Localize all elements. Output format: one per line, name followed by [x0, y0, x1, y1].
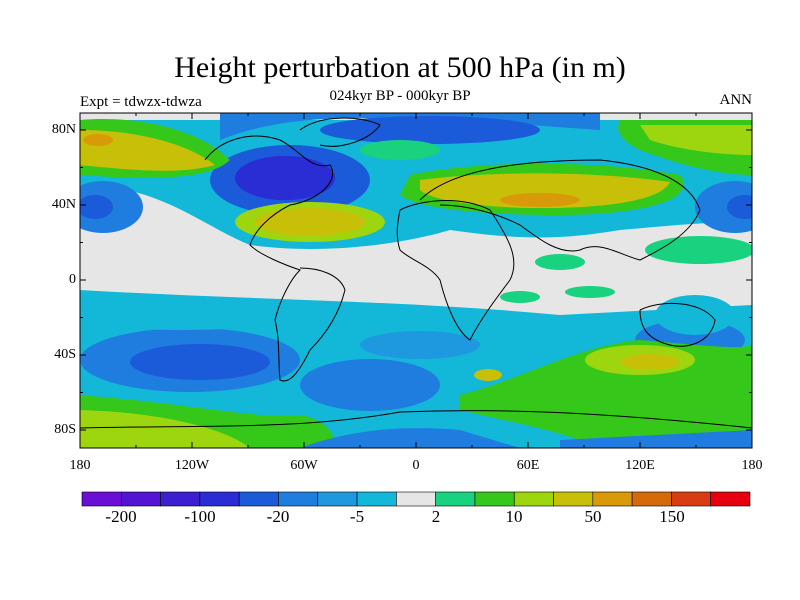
colorbar-swatch [317, 491, 358, 507]
colorbar-swatch [356, 491, 397, 507]
lon-label-0: 0 [412, 458, 420, 473]
contour-trop-indian2 [565, 286, 615, 298]
lat-label-80n: 80N [51, 122, 76, 137]
contour-arctic-green [360, 140, 440, 160]
colorbar-swatch [120, 491, 161, 507]
colorbar-label: 50 [584, 507, 602, 526]
contour-indian-gold [620, 354, 680, 370]
lon-label-180w: 180 [69, 458, 91, 473]
contour-satl-gold [474, 369, 502, 381]
contour-south-pacific-core [130, 344, 270, 380]
axis-ticks [79, 113, 753, 448]
colorbar-swatch [671, 491, 712, 507]
colorbar-swatch [81, 491, 122, 507]
colorbar-swatch [238, 491, 279, 507]
lon-label-60w: 60W [290, 458, 318, 473]
plot-title: Height perturbation at 500 hPa (in m) [174, 51, 626, 84]
contour-beringia-orange [83, 134, 113, 146]
contour-arctic-blue [220, 113, 600, 140]
contour-eurasia-gold [420, 173, 670, 208]
experiment-label: Expt = tdwzx-tdwza [80, 94, 202, 110]
colorbar-swatch [435, 491, 476, 507]
colorbar-label: -200 [105, 507, 137, 526]
colorbar-swatch [160, 491, 201, 507]
contour-sa-blue [360, 331, 480, 359]
contour-na-core [235, 156, 335, 200]
americas-coast [204, 135, 346, 382]
contour-south-atlantic-blue [300, 359, 440, 411]
contour-sw-yellowgreen [80, 410, 250, 448]
colorbar-swatch [592, 491, 633, 507]
contour-arctic-core [320, 116, 540, 144]
contour-trop-indian [500, 291, 540, 303]
lat-label-40s: 40S [54, 347, 76, 362]
colorbar-swatch [553, 491, 594, 507]
contour-field [80, 113, 752, 448]
contour-arabia-green [535, 254, 585, 270]
lat-label-40n: 40N [51, 197, 76, 212]
colorbar-swatch [710, 491, 751, 507]
contour-trop-pacific [80, 310, 280, 330]
lon-label-180e: 180 [741, 458, 763, 473]
colorbar-label: -100 [184, 507, 216, 526]
africa-coast [396, 200, 515, 341]
australia-coast [639, 302, 716, 347]
colorbar-label: -20 [266, 507, 290, 526]
coastlines [80, 117, 752, 429]
colorbar-swatch [631, 491, 672, 507]
contour-natl-gold [255, 208, 365, 236]
contour-weddell-blue [300, 428, 520, 448]
lon-label-120e: 120E [625, 458, 655, 473]
colorbar-label: -5 [349, 507, 365, 526]
lon-label-60e: 60E [516, 458, 540, 473]
contour-antarctic-blue [560, 430, 752, 448]
colorbar-swatch [396, 491, 436, 507]
colorbar-label: 150 [659, 507, 685, 526]
contour-eurasia-orange [500, 193, 580, 207]
contour-npac-east-blue [695, 181, 752, 233]
antarctica-coast [80, 410, 752, 429]
contour-siberia-yellowgreen [640, 125, 752, 155]
contour-wpac-green [645, 236, 752, 264]
contour-australia-cyan [655, 295, 735, 335]
colorbar [81, 491, 751, 507]
lat-label-80s: 80S [54, 422, 76, 437]
colorbar-swatch [199, 491, 240, 507]
eurasia-coast [419, 159, 701, 261]
contour-npac-east-core [727, 195, 752, 219]
colorbar-label: 2 [431, 507, 441, 526]
season-label: ANN [719, 92, 753, 108]
lat-label-0: 0 [69, 272, 76, 287]
greenland-coast [299, 117, 381, 147]
colorbar-swatch [513, 491, 554, 507]
plot-subtitle: 024kyr BP - 000kyr BP [329, 88, 471, 104]
lon-label-120w: 120W [174, 458, 210, 473]
colorbar-label: 10 [505, 507, 523, 526]
colorbar-swatch [278, 491, 319, 507]
colorbar-swatch [474, 491, 515, 507]
contour-npac-west-core [80, 195, 113, 219]
contour-beringia-gold [80, 130, 215, 171]
